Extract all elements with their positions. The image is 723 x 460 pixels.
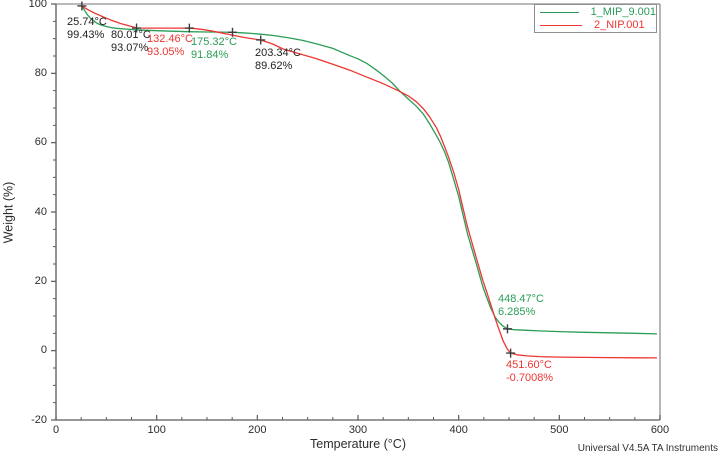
x-tick-label: 500 bbox=[550, 424, 569, 436]
y-tick-label: 100 bbox=[28, 0, 47, 10]
curve-mip bbox=[81, 5, 658, 335]
annotation-temperature: 80.01°C bbox=[111, 29, 151, 41]
legend-line-sample bbox=[540, 11, 579, 13]
x-axis-title: Temperature (°C) bbox=[310, 437, 406, 451]
legend-label: 2_NIP.001 bbox=[594, 19, 645, 31]
x-tick-label: 200 bbox=[248, 424, 267, 436]
curve-nip bbox=[81, 5, 658, 359]
legend: 1_MIP_9.001 2_NIP.001 bbox=[534, 4, 657, 33]
annotation: 80.01°C 93.07% bbox=[111, 29, 151, 55]
annotation-weight: 89.62% bbox=[255, 60, 293, 72]
y-axis-title: Weight (%) bbox=[1, 181, 16, 244]
x-tick-label: 100 bbox=[147, 424, 166, 436]
legend-line-sample bbox=[540, 24, 582, 26]
x-tick-label: 0 bbox=[52, 424, 60, 436]
annotation-weight: 99.43% bbox=[67, 29, 105, 41]
annotation: 203.34°C 89.62% bbox=[255, 47, 301, 73]
annotation-temperature: 451.60°C bbox=[506, 359, 552, 371]
annotation-temperature: 175.32°C bbox=[191, 36, 237, 48]
x-tick-label: 600 bbox=[650, 424, 670, 436]
annotation-weight: 93.05% bbox=[147, 46, 185, 58]
point-marker bbox=[77, 1, 87, 11]
annotation-temperature: 132.46°C bbox=[147, 33, 193, 45]
annotation: 25.74°C 99.43% bbox=[67, 16, 107, 42]
y-tick-label: -20 bbox=[31, 413, 47, 426]
annotation-weight: 93.07% bbox=[111, 42, 149, 54]
y-tick-label: 0 bbox=[40, 344, 47, 357]
annotation-weight: -0.7008% bbox=[506, 372, 554, 384]
y-tick-label: 40 bbox=[34, 205, 47, 218]
annotation: 451.60°C -0.7008% bbox=[506, 359, 553, 385]
point-marker bbox=[132, 23, 142, 33]
legend-entry-mip: 1_MIP_9.001 bbox=[535, 6, 656, 18]
annotation: 175.32°C 91.84% bbox=[191, 36, 237, 62]
legend-entry-nip: 2_NIP.001 bbox=[535, 19, 656, 31]
annotation-temperature: 203.34°C bbox=[255, 47, 301, 59]
annotation-temperature: 25.74°C bbox=[67, 16, 107, 28]
point-marker bbox=[184, 23, 194, 33]
annotation-temperature: 448.47°C bbox=[498, 293, 544, 305]
x-tick-label: 300 bbox=[348, 424, 368, 436]
point-marker bbox=[227, 27, 237, 37]
annotation-weight: 6.285% bbox=[498, 306, 536, 318]
y-tick-label: 60 bbox=[34, 136, 47, 149]
y-tick-label: 20 bbox=[34, 274, 47, 287]
point-marker bbox=[256, 35, 266, 45]
software-credit: Universal V4.5A TA Instruments bbox=[577, 443, 718, 454]
y-tick-label: 80 bbox=[34, 66, 47, 79]
annotation-weight: 91.84% bbox=[191, 49, 229, 61]
legend-label: 1_MIP_9.001 bbox=[590, 6, 656, 18]
point-marker bbox=[506, 348, 516, 358]
annotation: 448.47°C 6.285% bbox=[498, 293, 544, 319]
point-marker bbox=[502, 324, 512, 334]
annotation: 132.46°C 93.05% bbox=[147, 33, 193, 59]
x-tick-label: 400 bbox=[449, 424, 468, 436]
